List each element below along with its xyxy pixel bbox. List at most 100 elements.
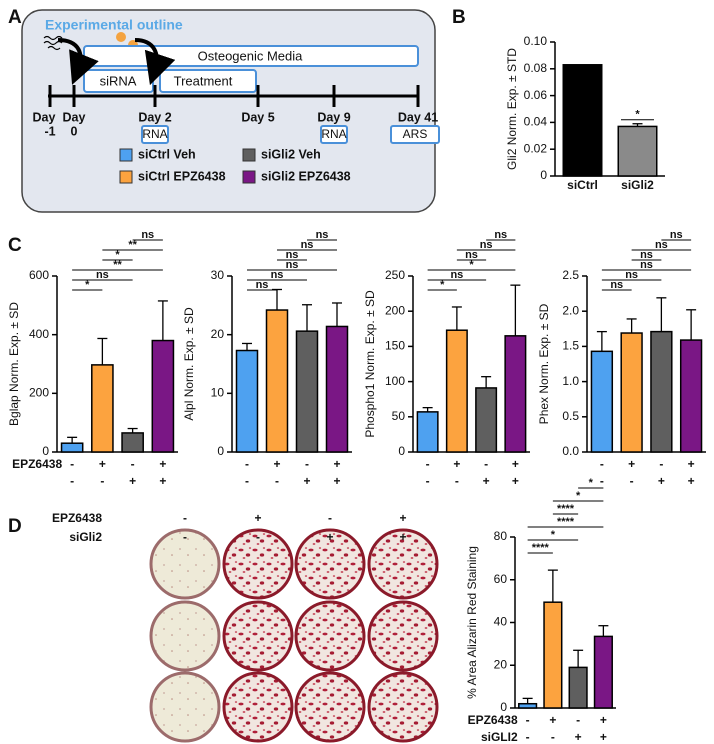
sign: + <box>333 457 340 471</box>
plate-well <box>294 671 366 743</box>
y-tick-label: 0.02 <box>524 141 548 155</box>
y-tick-label: 0.08 <box>524 61 548 75</box>
y-tick-label: 200 <box>29 386 49 400</box>
sig-label: ns <box>640 249 653 261</box>
arrow <box>57 38 99 85</box>
y-axis-label: Phospho1 Norm. Exp. ± SD <box>363 290 377 438</box>
day-label: 0 <box>71 124 78 138</box>
sig-label: * <box>85 279 90 291</box>
legend-swatch <box>119 148 133 162</box>
sign: + <box>628 457 635 471</box>
bar <box>590 350 614 453</box>
day-box <box>390 125 440 144</box>
y-tick-label: 80 <box>494 529 508 543</box>
sig-label: * <box>551 529 556 541</box>
sign: - <box>526 730 530 744</box>
sign: + <box>399 530 406 544</box>
sign: - <box>426 474 430 488</box>
sign: + <box>129 474 136 488</box>
sign: - <box>484 457 488 471</box>
legend-label: siCtrl Veh <box>138 147 196 161</box>
x-tick-label: siCtrl <box>567 178 598 192</box>
sig-label: ns <box>316 229 329 241</box>
bar <box>235 349 259 453</box>
sig-label: ns <box>610 279 623 291</box>
sig-label: ** <box>113 259 122 271</box>
day-label: Day 2 <box>138 110 171 124</box>
sig-label: * <box>576 490 581 502</box>
sign: + <box>159 457 166 471</box>
sirna-label: siRNA <box>100 73 137 88</box>
y-tick-label: 20 <box>211 327 225 341</box>
y-tick-label: 0.10 <box>524 34 548 48</box>
sign: - <box>328 511 332 525</box>
sig-label: ns <box>480 239 493 251</box>
y-tick-label: 0 <box>42 444 49 458</box>
y-tick-label: 0 <box>398 444 405 458</box>
y-tick-label: 20 <box>494 657 508 671</box>
sign: - <box>245 474 249 488</box>
sign: + <box>688 474 695 488</box>
bar <box>568 666 588 709</box>
day-label: Day 9 <box>317 110 350 124</box>
bar <box>121 432 144 453</box>
y-tick-label: 600 <box>29 268 49 282</box>
bar <box>445 329 468 453</box>
sign: - <box>305 457 309 471</box>
bar <box>416 411 439 453</box>
sign: - <box>526 713 530 727</box>
y-tick-label: 0.06 <box>524 88 548 102</box>
row-label: siGLI2 <box>481 730 518 744</box>
bar <box>325 325 349 453</box>
y-tick-label: 2.0 <box>562 303 579 317</box>
y-tick-label: 250 <box>385 268 405 282</box>
sig-label: * <box>440 279 445 291</box>
sign: - <box>100 474 104 488</box>
y-tick-label: 50 <box>392 409 406 423</box>
y-tick-label: 0.0 <box>562 444 579 458</box>
sig-label: ns <box>301 239 314 251</box>
sig-label: ns <box>271 269 284 281</box>
sign: + <box>333 474 340 488</box>
plate-well <box>367 528 439 600</box>
day-label: Day <box>33 110 56 124</box>
y-axis-label: Bglap Norm. Exp. ± SD <box>7 302 21 426</box>
sig-label: ns <box>141 229 154 241</box>
y-tick-label: 0 <box>500 700 507 714</box>
bar <box>60 442 84 453</box>
sign: - <box>576 713 580 727</box>
media-label: Osteogenic Media <box>198 48 304 63</box>
row-label: EPZ6438 <box>52 511 102 525</box>
sign: + <box>600 713 607 727</box>
arrow <box>134 38 176 86</box>
sign: + <box>159 474 166 488</box>
row-label: siGli2 <box>69 530 102 544</box>
bar <box>504 335 527 453</box>
sign: + <box>575 730 582 744</box>
sig-label: * <box>115 249 120 261</box>
sign: - <box>70 457 74 471</box>
legend-label: siGli2 Veh <box>261 147 321 161</box>
sign: - <box>275 474 279 488</box>
bar <box>679 339 703 453</box>
sign: + <box>303 474 310 488</box>
sign: - <box>70 474 74 488</box>
panel-label: B <box>452 7 466 28</box>
day-box-label: RNA <box>142 127 167 141</box>
sign: - <box>630 474 634 488</box>
bar <box>475 387 498 453</box>
bar <box>295 330 319 453</box>
y-tick-label: 0 <box>217 444 224 458</box>
plate-well <box>294 528 366 600</box>
day-box-label: RNA <box>321 127 346 141</box>
bar <box>617 125 658 177</box>
y-axis-label: % Area Alizarin Red Staining <box>465 546 479 699</box>
sig-label: ns <box>256 279 269 291</box>
bar <box>518 702 538 709</box>
y-tick-label: 0 <box>540 168 547 182</box>
sig-label: **** <box>557 516 575 528</box>
plate-well <box>294 600 366 672</box>
plate-well <box>222 528 294 600</box>
bar <box>593 635 613 709</box>
